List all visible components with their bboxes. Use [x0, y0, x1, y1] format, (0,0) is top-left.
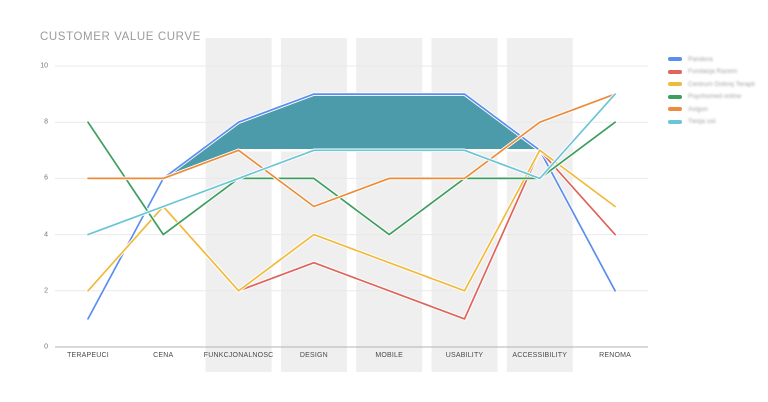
- y-axis-label-8: 8: [44, 118, 48, 126]
- legend-label: Twoja usł.: [688, 118, 717, 125]
- column-band-accessibility: [506, 38, 573, 372]
- column-band-funkcjonalnosc: [205, 38, 272, 372]
- column-band-mobile: [356, 38, 423, 372]
- legend-marker-icon: [668, 82, 682, 86]
- legend-item-centrum-dobrej-terapii[interactable]: Centrum Dobrej Terapii: [668, 80, 755, 88]
- legend-label: Pandora: [688, 55, 713, 63]
- legend-label: Psychomed online: [688, 93, 742, 100]
- x-axis-label-terapeuci: TERAPEUCI: [67, 352, 109, 359]
- legend-item-pandora[interactable]: Pandora: [668, 55, 755, 63]
- y-axis-label-2: 2: [44, 287, 48, 295]
- column-band-usability: [431, 38, 498, 372]
- legend-item-psychomed-online[interactable]: Psychomed online: [668, 93, 755, 101]
- legend-marker-icon: [668, 69, 682, 74]
- x-axis-label-cena: CENA: [153, 352, 174, 359]
- x-axis-label-mobile: MOBILE: [375, 352, 404, 359]
- legend-item-avigon[interactable]: Avigon: [668, 105, 755, 113]
- legend-marker-icon: [668, 119, 682, 124]
- chart-title: CUSTOMER VALUE CURVE: [40, 31, 201, 43]
- y-axis-label-10: 10: [40, 62, 48, 70]
- series-line-psychomed-online: [87, 121, 616, 236]
- x-axis-label-funkcjonalnosc: FUNKCJONALNOSC: [203, 352, 274, 359]
- legend-label: Fundacja Razem: [688, 68, 738, 75]
- series-line-pandora: [87, 93, 616, 320]
- y-axis-label-6: 6: [44, 174, 48, 182]
- legend-marker-icon: [668, 94, 682, 99]
- legend-marker-icon: [668, 57, 682, 61]
- legend-label: Avigon: [688, 105, 708, 113]
- y-axis-label-4: 4: [44, 231, 48, 239]
- x-axis-label-renoma: RENOMA: [599, 352, 632, 359]
- x-axis-label-design: DESIGN: [299, 352, 328, 359]
- x-axis-label-accessibility: ACCESSIBILITY: [512, 352, 568, 359]
- x-axis-label-usability: USABILITY: [445, 352, 484, 359]
- series-line-twoja-us: [87, 93, 616, 236]
- series-line-avigon: [87, 93, 616, 208]
- legend: Pandora Fundacja Razem Centrum Dobrej Tera…: [668, 55, 755, 126]
- legend-item-twoja-us[interactable]: Twoja usł.: [668, 118, 755, 126]
- legend-marker-icon: [668, 107, 682, 111]
- legend-label: Centrum Dobrej Terapii: [688, 80, 755, 88]
- y-axis-label-0: 0: [44, 343, 48, 351]
- legend-item-fundacja-razem[interactable]: Fundacja Razem: [668, 68, 755, 76]
